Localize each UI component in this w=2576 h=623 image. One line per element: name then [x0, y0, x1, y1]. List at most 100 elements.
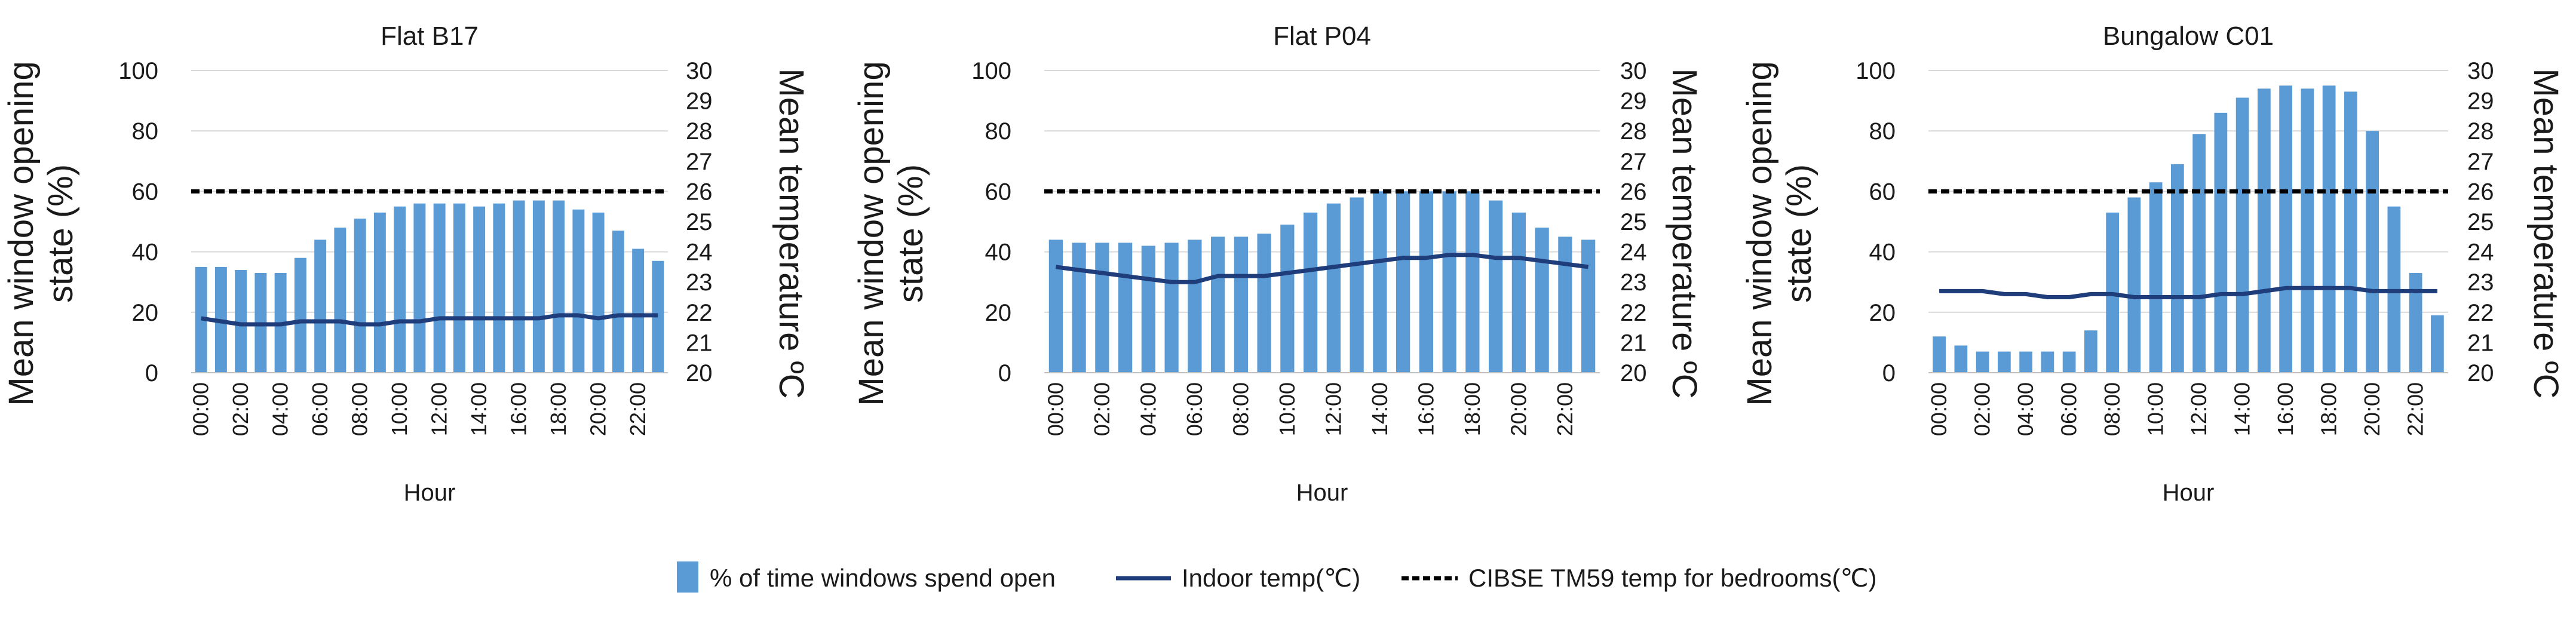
y2-tick-label: 21 — [2467, 330, 2494, 356]
x-tick-label: 04:00 — [268, 382, 293, 436]
chart-panel-1: Flat B17 0 20 40 60 80 100 20 21 22 23 24 25 26 27 28 29… — [2, 22, 811, 506]
y-tick-label: 20 — [1869, 300, 1896, 326]
bar — [1350, 197, 1364, 373]
x-axis-label: Hour — [1296, 480, 1348, 506]
x-tick-label: 04:00 — [2013, 382, 2038, 436]
bar — [1188, 240, 1202, 373]
y2-tick-label: 28 — [686, 118, 713, 145]
x-axis-label: Hour — [404, 480, 456, 506]
y-axis-label-line: state (%) — [891, 164, 930, 303]
x-tick-label: 16:00 — [507, 382, 531, 436]
legend-swatch-bars — [677, 561, 698, 593]
bar — [2322, 85, 2336, 373]
bar — [453, 203, 465, 373]
y-axis-label-line: state (%) — [41, 164, 80, 303]
bar — [1072, 243, 1086, 373]
y2-tick-label: 21 — [686, 330, 713, 356]
y-axis-label-line: Mean window opening — [1740, 61, 1779, 406]
bar — [1535, 228, 1549, 373]
bar — [1954, 345, 1968, 373]
x-tick-label: 20:00 — [2360, 382, 2384, 436]
bar — [2149, 182, 2163, 373]
x-tick-label: 12:00 — [427, 382, 452, 436]
bar — [2301, 88, 2314, 373]
bar — [2192, 134, 2206, 373]
y2-tick-label: 25 — [2467, 209, 2494, 235]
x-axis-label: Hour — [2163, 480, 2215, 506]
bar — [1141, 245, 1155, 373]
x-tick-label: 02:00 — [228, 382, 253, 436]
bar — [1976, 351, 1989, 373]
bar — [2171, 164, 2184, 373]
bar — [2344, 91, 2357, 373]
y-axis-label: Mean window openingstate (%) — [852, 61, 930, 406]
y-tick-label: 0 — [1882, 360, 1896, 386]
y2-tick-label: 23 — [2467, 269, 2494, 296]
y-tick-label: 80 — [985, 118, 1012, 145]
x-tick-label: 22:00 — [625, 382, 650, 436]
x-tick-label: 06:00 — [308, 382, 332, 436]
indoor-temp-line — [1055, 253, 1589, 284]
bar — [2409, 273, 2422, 373]
bar — [1304, 212, 1318, 373]
y2-tick-label: 26 — [1620, 179, 1647, 205]
x-tick-label: 14:00 — [1367, 382, 1392, 436]
chart-title: Flat P04 — [1273, 22, 1371, 51]
x-tick-label: 02:00 — [1090, 382, 1114, 436]
y2-axis-label: Mean temperature ºC — [772, 68, 811, 398]
bar — [2366, 131, 2379, 373]
y2-tick-label: 20 — [1620, 360, 1647, 386]
x-tick-label: 18:00 — [2317, 382, 2341, 436]
bar — [1326, 203, 1341, 373]
y2-axis-label: Mean temperature ºC — [1665, 68, 1704, 398]
y2-tick-label: 24 — [1620, 240, 1647, 266]
chart-panel-2: Flat P04 0 20 40 60 80 100 20 21 22 23 24 25 26 27 28 29… — [852, 22, 1704, 506]
y2-tick-label: 29 — [686, 88, 713, 115]
y-axis-label-line: Mean window opening — [852, 61, 891, 406]
x-tick-label: 16:00 — [1413, 382, 1438, 436]
bar — [2127, 197, 2141, 373]
y2-tick-label: 22 — [2467, 300, 2494, 326]
y2-tick-label: 30 — [1620, 58, 1647, 84]
x-tick-label: 18:00 — [1460, 382, 1485, 436]
bar — [235, 269, 247, 373]
legend-label-bars: % of time windows spend open — [710, 564, 1056, 592]
y2-tick-label: 25 — [1620, 209, 1647, 235]
y-axis-label-line: Mean window opening — [2, 61, 41, 406]
y-tick-label: 60 — [1869, 179, 1896, 205]
bar — [2062, 351, 2076, 373]
x-tick-label: 12:00 — [1321, 382, 1345, 436]
y-tick-label: 100 — [971, 58, 1011, 84]
bar — [1489, 200, 1503, 373]
x-tick-label: 22:00 — [2403, 382, 2428, 436]
y2-tick-label: 29 — [1620, 88, 1647, 115]
y2-tick-label: 28 — [2467, 118, 2494, 145]
y2-tick-label: 22 — [1620, 300, 1647, 326]
x-tick-label: 20:00 — [586, 382, 611, 436]
bar — [2235, 97, 2249, 373]
bar — [2258, 88, 2271, 373]
bar — [1257, 234, 1271, 373]
y2-tick-label: 25 — [686, 209, 713, 235]
y2-tick-label: 23 — [1620, 269, 1647, 296]
bar — [592, 212, 605, 373]
bar — [1998, 351, 2011, 373]
bar — [632, 248, 645, 373]
y2-tick-label: 20 — [686, 360, 713, 386]
x-tick-label: 08:00 — [2100, 382, 2124, 436]
chart-title: Flat B17 — [381, 22, 479, 51]
bar — [294, 257, 306, 373]
bar — [1419, 191, 1433, 373]
x-tick-label: 08:00 — [348, 382, 372, 436]
bar — [413, 203, 426, 373]
bar — [2019, 351, 2032, 373]
bar — [1234, 237, 1248, 373]
bar — [1048, 240, 1063, 373]
x-tick-label: 14:00 — [467, 382, 491, 436]
y-tick-label: 80 — [132, 118, 159, 145]
x-tick-label: 04:00 — [1136, 382, 1160, 436]
bar — [2279, 85, 2292, 373]
bar — [1095, 243, 1109, 373]
y-tick-label: 0 — [998, 360, 1011, 386]
